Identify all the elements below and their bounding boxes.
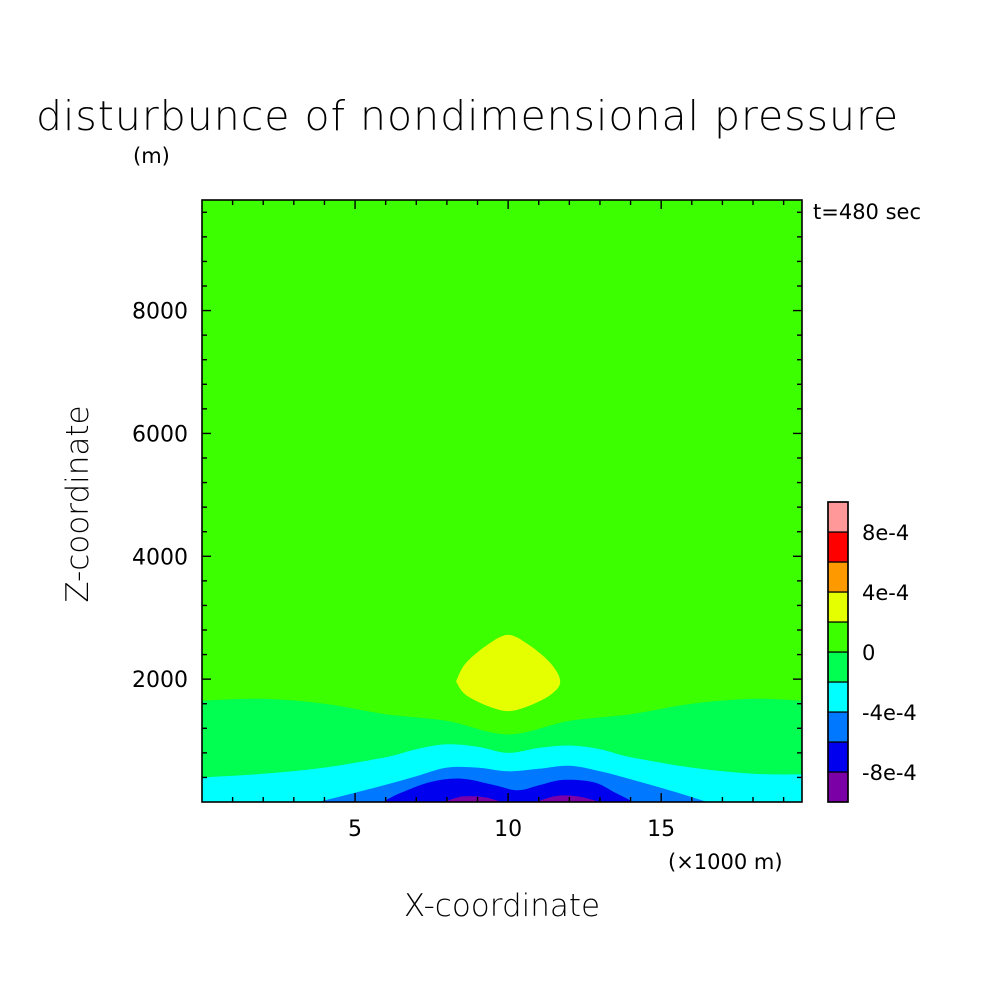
x-tick-label: 5 bbox=[348, 817, 362, 842]
colorbar-swatch bbox=[827, 711, 849, 743]
x-axis-label: X-coordinate bbox=[403, 888, 601, 924]
y-tick-label: 4000 bbox=[132, 545, 188, 570]
colorbar-swatch bbox=[827, 531, 849, 563]
contour-band-6 bbox=[535, 795, 600, 802]
y-tick-label: 8000 bbox=[132, 300, 188, 325]
colorbar-swatch bbox=[827, 651, 849, 683]
colorbar-tick-label: -8e-4 bbox=[862, 761, 917, 785]
x-tick-label: 15 bbox=[647, 817, 675, 842]
colorbar-tick-label: 8e-4 bbox=[862, 521, 909, 545]
contour-band-5 bbox=[443, 796, 502, 802]
colorbar-tick-label: -4e-4 bbox=[862, 701, 917, 725]
colorbar-swatch bbox=[827, 741, 849, 773]
x-tick-label: 10 bbox=[494, 817, 522, 842]
contour-fill-group bbox=[202, 200, 802, 802]
y-tick-label: 2000 bbox=[132, 668, 188, 693]
colorbar-frame bbox=[827, 501, 849, 803]
y-tick-label: 6000 bbox=[132, 422, 188, 447]
colorbar-tick-label: 0 bbox=[862, 641, 875, 665]
x-axis-unit: (×1000 m) bbox=[668, 850, 783, 874]
colorbar-tick-label: 4e-4 bbox=[862, 581, 909, 605]
colorbar-swatch bbox=[827, 501, 849, 533]
colorbar-swatch bbox=[827, 771, 849, 803]
chart-title: disturbunce of nondimensional pressure bbox=[36, 92, 900, 140]
plot-frame bbox=[201, 199, 803, 803]
colorbar-swatch bbox=[827, 591, 849, 623]
positive-anomaly-region bbox=[456, 634, 561, 712]
y-axis-unit: (m) bbox=[133, 144, 170, 168]
colorbar-swatch bbox=[827, 561, 849, 593]
time-label: t=480 sec bbox=[813, 200, 921, 224]
colorbar-swatch bbox=[827, 621, 849, 653]
colorbar-swatch bbox=[827, 681, 849, 713]
